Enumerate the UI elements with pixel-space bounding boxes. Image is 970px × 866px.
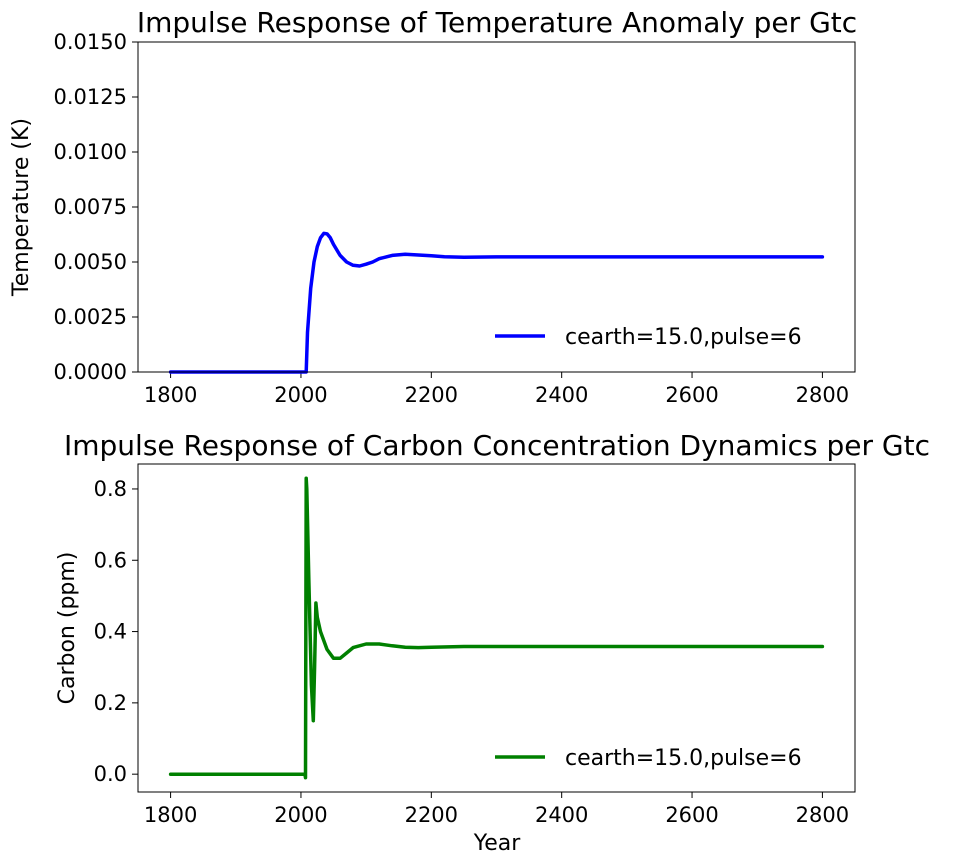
temperature-plot: Impulse Response of Temperature Anomaly … (9, 6, 857, 407)
carbon-legend-label: cearth=15.0,pulse=6 (565, 746, 802, 771)
carbon-x-tick-label: 2400 (535, 803, 588, 827)
temperature-legend-label: cearth=15.0,pulse=6 (565, 325, 802, 350)
carbon-y-tick-label: 0.2 (94, 691, 127, 715)
carbon-x-tick-label: 2000 (274, 803, 327, 827)
temperature-y-tick-label: 0.0025 (54, 305, 127, 329)
carbon-plot-lines (168, 476, 825, 780)
carbon-x-tick-label: 2600 (665, 803, 718, 827)
temperature-plot-title: Impulse Response of Temperature Anomaly … (137, 6, 857, 39)
temperature-y-tick-label: 0.0125 (54, 85, 127, 109)
carbon-series-line (168, 476, 825, 780)
carbon-plot-title: Impulse Response of Carbon Concentration… (64, 429, 930, 462)
carbon-plot-ylabel: Carbon (ppm) (55, 552, 80, 705)
carbon-x-tick-label: 2200 (405, 803, 458, 827)
temperature-y-tick-label: 0.0000 (54, 360, 127, 384)
temperature-y-tick-label: 0.0050 (54, 250, 127, 274)
carbon-y-tick-label: 0.8 (94, 477, 127, 501)
temperature-y-tick-label: 0.0100 (54, 140, 127, 164)
temperature-y-tick-label: 0.0150 (54, 30, 127, 54)
temperature-plot-legend: cearth=15.0,pulse=6 (495, 325, 802, 350)
temperature-x-tick-label: 2400 (535, 383, 588, 407)
temperature-x-tick-label: 2800 (796, 383, 849, 407)
carbon-plot: Impulse Response of Carbon Concentration… (55, 429, 930, 856)
carbon-x-tick-label: 1800 (144, 803, 197, 827)
temperature-plot-lines (168, 231, 825, 374)
temperature-y-tick-label: 0.0075 (54, 195, 127, 219)
carbon-x-tick-label: 2800 (796, 803, 849, 827)
temperature-x-tick-label: 2200 (405, 383, 458, 407)
carbon-y-tick-label: 0.6 (94, 548, 127, 572)
carbon-plot-ticks: 1800 2000 2200 2400 2600 2800 0.0 0.2 0.4 0.6 0.8 (94, 477, 850, 827)
temperature-x-tick-label: 1800 (144, 383, 197, 407)
temperature-plot-frame (137, 41, 856, 373)
temperature-plot-ylabel: Temperature (K) (9, 118, 34, 297)
carbon-plot-xlabel: Year (473, 831, 522, 856)
carbon-plot-legend: cearth=15.0,pulse=6 (495, 746, 802, 771)
temperature-series-line (168, 231, 825, 374)
carbon-y-tick-label: 0.4 (94, 620, 127, 644)
temperature-x-tick-label: 2000 (274, 383, 327, 407)
temperature-plot-ticks: 1800 2000 2200 2400 2600 2800 0.0000 0.0025 0.00… (54, 30, 850, 407)
temperature-x-tick-label: 2600 (665, 383, 718, 407)
carbon-plot-frame (137, 463, 856, 793)
carbon-y-tick-label: 0.0 (94, 762, 127, 786)
